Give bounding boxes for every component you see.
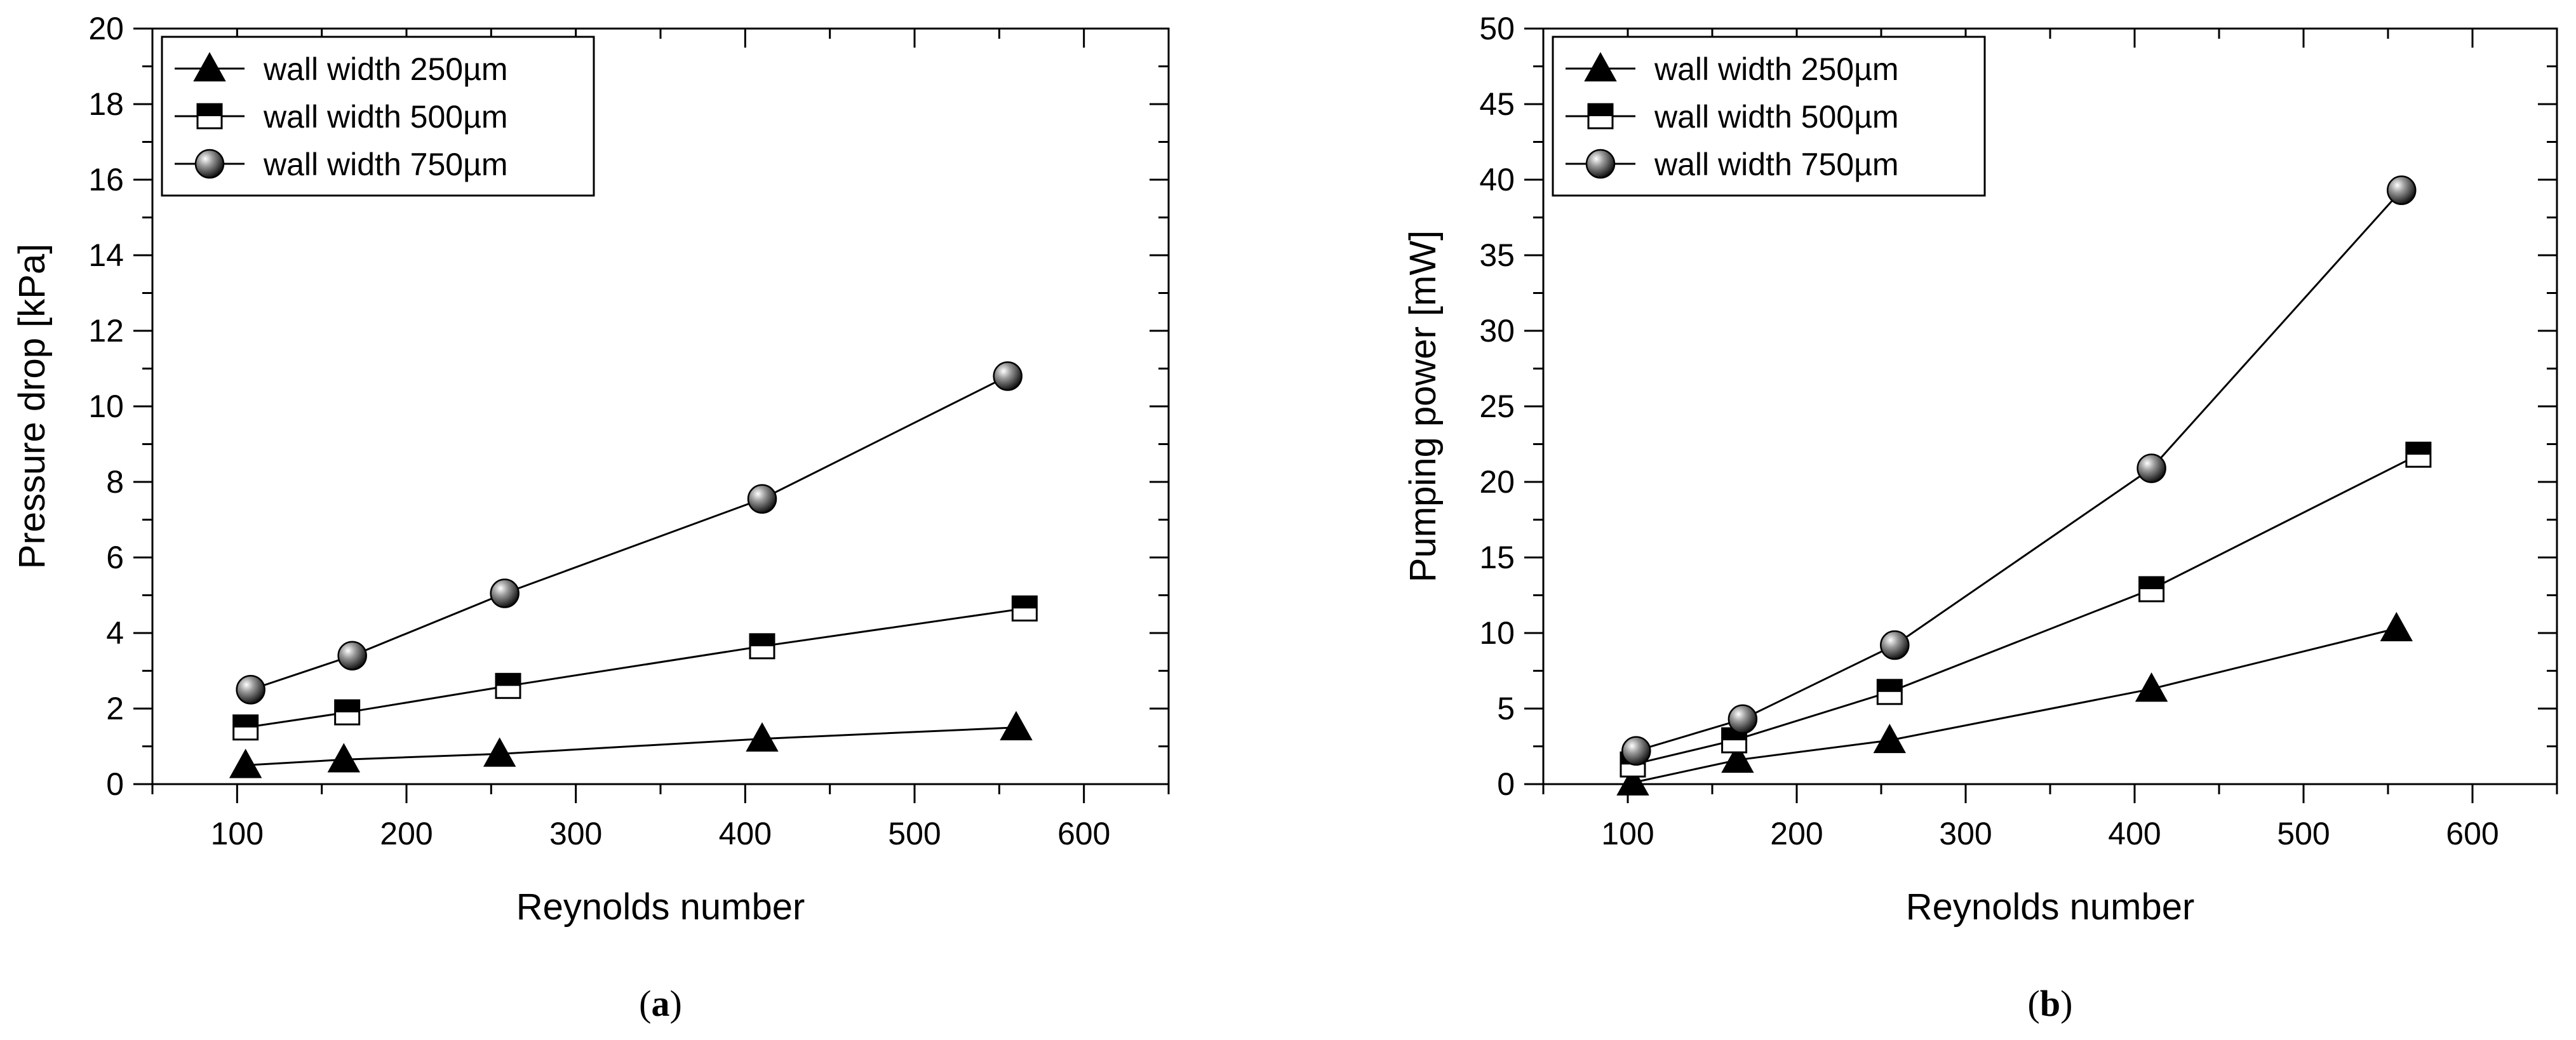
y-tick-label: 14 — [88, 237, 124, 273]
data-point — [1880, 630, 1910, 660]
data-point — [993, 361, 1023, 391]
series-line-1 — [245, 726, 1017, 766]
legend-marker — [194, 149, 225, 179]
data-point — [1000, 710, 1033, 740]
data-point — [334, 699, 361, 726]
data-point — [1876, 679, 1903, 705]
legend-entry: wall width 250µm — [1566, 51, 1899, 87]
panel-a: 100 200 300 400 500 600 0 2 4 6 8 10 12 14 16 18 20 Reyno… — [11, 11, 1170, 1024]
y-tick-label: 8 — [106, 464, 124, 500]
legend-label: wall width 500µm — [1654, 99, 1899, 135]
legend-entry: wall width 500µm — [175, 99, 508, 135]
y-tick-label: 5 — [1497, 691, 1515, 726]
panel-label: (b) — [2028, 983, 2073, 1024]
y-tick-label: 50 — [1479, 11, 1515, 46]
legend-entry: wall width 250µm — [175, 51, 508, 87]
y-tick-label: 4 — [106, 615, 124, 651]
x-tick-label: 200 — [1770, 816, 1823, 851]
data-point — [1873, 723, 1906, 754]
data-point — [1621, 736, 1651, 766]
y-tick-label: 30 — [1479, 313, 1515, 349]
legend-entry: wall width 500µm — [1566, 99, 1899, 135]
y-tick-label: 12 — [88, 313, 124, 349]
y-axis-title: Pressure drop [kPa] — [11, 244, 53, 570]
legend-label: wall width 500µm — [263, 99, 508, 135]
data-point — [490, 578, 520, 608]
y-tick-label: 20 — [88, 11, 124, 46]
y-tick-label: 18 — [88, 86, 124, 122]
legend-marker — [1584, 51, 1617, 82]
legend: wall width 250µm wall width 500µm wall wid… — [161, 36, 595, 197]
data-point — [1011, 595, 1038, 622]
legend: wall width 250µm wall width 500µm wall wid… — [1552, 36, 1986, 197]
legend-marker — [193, 51, 226, 82]
x-axis-title: Reynolds number — [1906, 886, 2195, 928]
series-line-3 — [250, 375, 1009, 691]
y-tick-label: 2 — [106, 691, 124, 726]
y-tick-label: 0 — [1497, 766, 1515, 802]
x-tick-label: 400 — [2108, 816, 2161, 851]
data-point — [1721, 743, 1754, 773]
data-point — [2137, 453, 2166, 483]
legend-marker — [1585, 149, 1616, 179]
data-point — [232, 714, 259, 741]
series-line-3 — [1635, 189, 2403, 752]
legend-marker — [1587, 103, 1614, 130]
y-tick-label: 40 — [1479, 162, 1515, 197]
data-point — [495, 672, 521, 699]
x-tick-label: 600 — [2446, 816, 2499, 851]
y-tick-label: 16 — [88, 162, 124, 197]
y-tick-label: 35 — [1479, 237, 1515, 273]
x-tick-label: 400 — [719, 816, 772, 851]
x-tick-label: 200 — [380, 816, 433, 851]
x-tick-label: 500 — [888, 816, 941, 851]
y-tick-label: 6 — [106, 540, 124, 575]
x-tick-label: 100 — [1601, 816, 1654, 851]
legend-label: wall width 250µm — [263, 51, 508, 87]
y-tick-label: 0 — [106, 766, 124, 802]
series-line-2 — [245, 607, 1025, 729]
panel-b: 100 200 300 400 500 600 0 5 10 15 20 25 30 35 40 45 50 Re… — [1402, 11, 2558, 1024]
y-tick-label: 20 — [1479, 464, 1515, 500]
y-tick-label: 15 — [1479, 540, 1515, 575]
data-point — [337, 641, 367, 670]
y-tick-label: 25 — [1479, 389, 1515, 424]
legend-marker — [196, 103, 223, 130]
legend-label: wall width 750µm — [1654, 147, 1899, 182]
legend-entry: wall width 750µm — [1566, 147, 1899, 182]
legend-label: wall width 750µm — [263, 147, 508, 182]
data-point — [2380, 611, 2413, 642]
data-point — [746, 722, 779, 752]
x-tick-label: 300 — [549, 816, 602, 851]
data-point — [747, 484, 777, 514]
data-point — [2387, 175, 2417, 205]
panel-label: (a) — [639, 983, 682, 1024]
data-point — [327, 743, 361, 773]
data-point — [2405, 441, 2432, 468]
data-point — [2135, 672, 2168, 702]
y-axis-title: Pumping power [mW] — [1402, 230, 1444, 582]
legend-label: wall width 250µm — [1654, 51, 1899, 87]
data-point — [1727, 704, 1758, 734]
y-tick-label: 10 — [1479, 615, 1515, 651]
data-point — [229, 749, 262, 778]
x-tick-label: 300 — [1939, 816, 1992, 851]
data-point — [749, 633, 775, 660]
legend-entry: wall width 750µm — [175, 147, 508, 182]
data-point — [483, 737, 516, 767]
data-point — [236, 675, 265, 705]
data-point — [1616, 766, 1649, 796]
y-tick-label: 45 — [1479, 86, 1515, 122]
x-tick-label: 100 — [211, 816, 264, 851]
y-tick-label: 10 — [88, 389, 124, 424]
data-point — [2138, 576, 2165, 603]
x-axis-title: Reynolds number — [516, 886, 805, 928]
x-tick-label: 600 — [1057, 816, 1110, 851]
x-tick-label: 500 — [2277, 816, 2330, 851]
